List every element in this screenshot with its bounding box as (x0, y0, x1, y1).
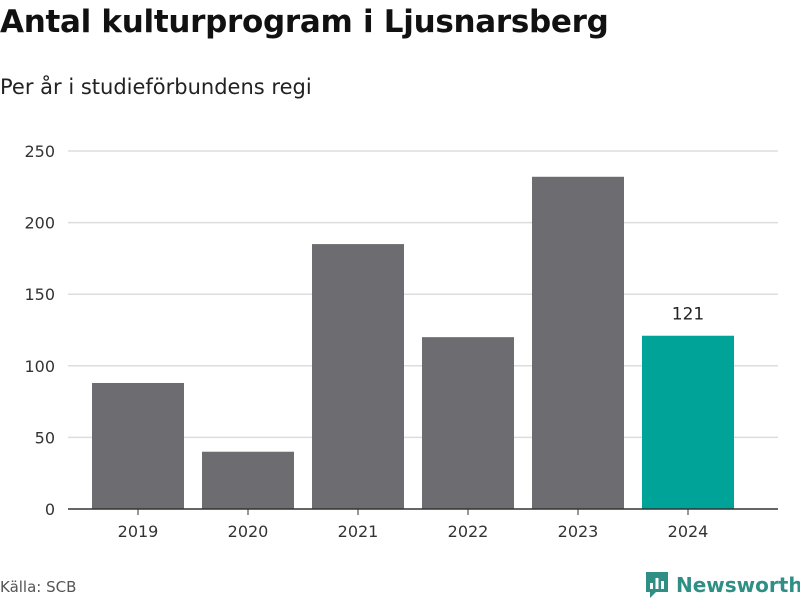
bar-2024 (642, 335, 734, 509)
bar-2020 (202, 451, 294, 509)
y-axis-ticks: 0 50 100 150 200 250 (24, 142, 55, 519)
x-tick-label: 2023 (558, 522, 599, 541)
brand-name: Newsworthy (676, 573, 800, 597)
y-tick-label: 250 (24, 142, 55, 161)
bar-chart-bubble-icon (646, 572, 668, 598)
brand-logo: Newsworthy (644, 570, 800, 600)
y-tick-label: 0 (45, 500, 55, 519)
x-tick-label: 2019 (118, 522, 159, 541)
x-tick-label: 2024 (668, 522, 709, 541)
bar-2023 (532, 176, 624, 509)
x-tick-label: 2020 (228, 522, 269, 541)
y-tick-label: 200 (24, 214, 55, 233)
y-tick-label: 100 (24, 357, 55, 376)
bar-2019 (92, 382, 184, 509)
chart-title: Antal kulturprogram i Ljusnarsberg (0, 4, 609, 40)
y-tick-label: 150 (24, 285, 55, 304)
x-tick-label: 2021 (338, 522, 379, 541)
chart-subtitle: Per år i studieförbundens regi (0, 75, 312, 99)
data-label-2024: 121 (672, 305, 704, 325)
bars (92, 176, 734, 509)
y-tick-label: 50 (35, 428, 55, 447)
source-note: Källa: SCB (0, 578, 77, 596)
bar-2021 (312, 244, 404, 509)
x-tick-label: 2022 (448, 522, 489, 541)
bar-2022 (422, 337, 514, 509)
x-axis-ticks: 2019 2020 2021 2022 2023 2024 (118, 509, 709, 541)
data-labels: 121 (672, 305, 704, 325)
